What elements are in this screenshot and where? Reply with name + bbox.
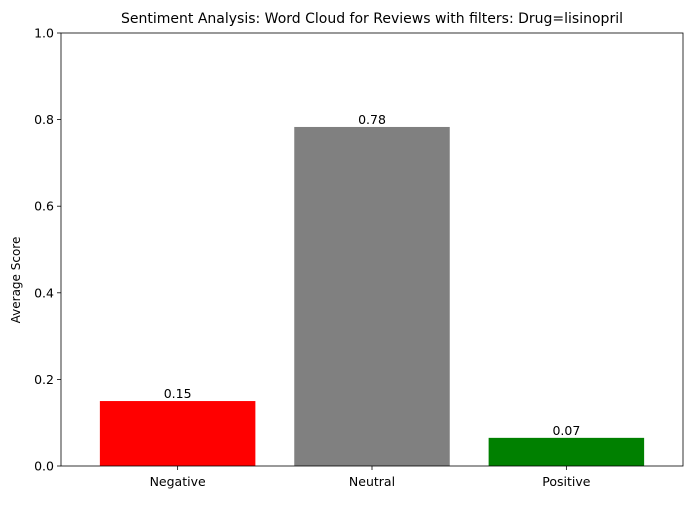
chart-title: Sentiment Analysis: Word Cloud for Revie… [121,11,623,27]
bar-positive [488,437,645,466]
data-label-positive: 0.07 [552,423,580,438]
y-axis-label: Average Score [9,237,23,324]
y-tick-label: 1.0 [34,26,54,41]
data-label-negative: 0.15 [164,386,192,401]
y-tick-label: 0.6 [34,199,54,214]
x-tick-label: Negative [150,474,206,489]
y-tick-label: 0.8 [34,112,54,127]
data-label-neutral: 0.78 [358,112,386,127]
x-tick-label: Positive [542,474,590,489]
x-tick-label: Neutral [349,474,395,489]
axes-frame [60,32,684,467]
y-tick-label: 0.0 [34,459,54,474]
bar-negative [99,401,256,466]
plot-area: 0.15 Negative 0.78 Neutral 0.07 Positive 0.0 0.… [34,26,684,489]
y-tick-label: 0.2 [34,372,54,387]
bar-neutral [294,126,450,466]
y-tick-label: 0.4 [34,285,54,300]
